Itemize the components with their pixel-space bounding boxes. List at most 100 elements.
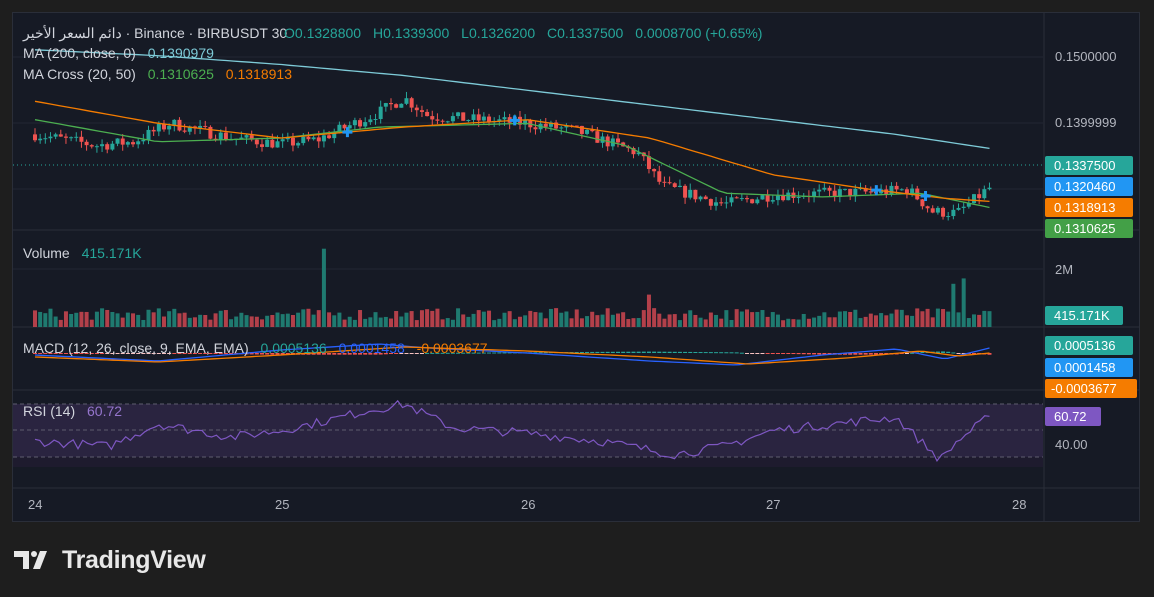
candle — [125, 142, 130, 145]
volume-bar — [837, 311, 842, 327]
macd-histogram-bar — [698, 352, 703, 354]
macd-signal-badge[interactable]: -0.0003677 — [1045, 379, 1137, 398]
last-price-badge[interactable]: 0.1337500 — [1045, 156, 1133, 175]
candle — [358, 120, 363, 127]
macd-hist-badge[interactable]: 0.0005136 — [1045, 336, 1133, 355]
ma200-badge[interactable]: 0.1320460 — [1045, 177, 1133, 196]
macd-histogram-bar — [822, 353, 827, 355]
candle — [440, 120, 445, 122]
macd-histogram-bar — [337, 353, 342, 355]
volume-legend[interactable]: Volume 415.171K — [23, 245, 142, 261]
volume-bar — [187, 317, 192, 327]
change-value: 0.0008700 (+0.65%) — [635, 25, 762, 41]
slow-ma-badge[interactable]: 0.1318913 — [1045, 198, 1133, 217]
volume-bar — [610, 314, 615, 327]
fast-ma-badge[interactable]: 0.1310625 — [1045, 219, 1133, 238]
volume-bar — [801, 313, 806, 327]
volume-bar — [574, 309, 579, 327]
volume-bar — [719, 318, 724, 327]
candle — [755, 199, 760, 204]
macd-histogram-bar — [213, 353, 218, 355]
candle — [657, 171, 662, 182]
volume-bar — [53, 316, 58, 327]
macd-histogram-bar — [755, 353, 760, 354]
volume-bar — [425, 309, 430, 327]
macd-histogram-bar — [853, 353, 858, 355]
volume-bar — [879, 313, 884, 327]
volume-bar — [316, 310, 321, 327]
chart-frame[interactable]: دائم السعر الأخير · Binance · BIRBUSDT 3… — [12, 12, 1140, 522]
macd-histogram-bar — [961, 353, 966, 354]
macd-histogram-bar — [316, 353, 321, 355]
macd-histogram-bar — [590, 351, 595, 353]
volume-bar — [528, 310, 533, 327]
macd-histogram-bar — [198, 353, 203, 354]
macd-histogram-bar — [388, 353, 393, 355]
volume-bar — [342, 319, 347, 327]
candle — [301, 136, 306, 144]
volume-bar — [167, 311, 172, 327]
volume-bar — [822, 312, 827, 327]
candle — [951, 209, 956, 217]
macd-histogram-bar — [910, 352, 915, 354]
candle — [899, 189, 904, 191]
candle — [982, 189, 987, 199]
volume-bar — [280, 314, 285, 327]
macd-histogram-bar — [683, 351, 688, 353]
candle — [920, 199, 925, 207]
candle — [729, 197, 734, 203]
svg-text:60.72: 60.72 — [1054, 409, 1087, 424]
macd-histogram-bar — [574, 352, 579, 354]
candle — [559, 127, 564, 129]
volume-bar — [595, 315, 600, 327]
volume-bar — [487, 310, 492, 327]
candle — [688, 189, 693, 198]
candle — [698, 196, 703, 200]
volume-bar — [244, 315, 249, 327]
macd-histogram-bar — [136, 353, 141, 354]
macd-histogram-bar — [858, 353, 863, 355]
volume-bar — [708, 312, 713, 327]
candle — [94, 146, 99, 148]
candle — [497, 119, 502, 121]
candle — [167, 125, 172, 130]
macd-histogram-bar — [677, 351, 682, 353]
macd-histogram-bar — [703, 352, 708, 354]
volume-bar — [688, 310, 693, 327]
volume-bar — [946, 311, 951, 327]
macd-histogram-bar — [445, 352, 450, 354]
candle — [203, 125, 208, 127]
macd-histogram-bar — [610, 351, 615, 353]
candle — [662, 181, 667, 183]
volume-badge[interactable]: 415.171K — [1045, 306, 1123, 325]
rsi-legend[interactable]: RSI (14) 60.72 — [23, 403, 122, 419]
volume-bar — [33, 310, 37, 327]
ma200-legend[interactable]: MA (200, close, 0) 0.1390979 — [23, 45, 214, 61]
rsi-badge[interactable]: 60.72 — [1045, 407, 1101, 426]
candle — [419, 110, 424, 112]
volume-bar — [409, 311, 414, 327]
volume-bar — [229, 319, 234, 327]
tradingview-logo[interactable]: TradingView — [14, 543, 206, 577]
symbol-title[interactable]: دائم السعر الأخير · Binance · BIRBUSDT 3… — [22, 24, 287, 42]
macd-histogram-bar — [156, 353, 161, 354]
macd-histogram-bar — [775, 353, 780, 354]
volume-bar — [234, 316, 239, 327]
candle — [321, 135, 326, 142]
ma-cross-legend[interactable]: MA Cross (20, 50) 0.1310625 0.1318913 — [23, 66, 292, 82]
candle — [373, 119, 378, 121]
volume-bar — [677, 320, 682, 327]
macd-histogram-bar — [223, 353, 228, 355]
macd-legend[interactable]: MACD (12, 26, close, 9, EMA, EMA) 0.0005… — [23, 340, 488, 356]
candle — [812, 191, 817, 197]
high-value: H0.1339300 — [373, 25, 450, 41]
candle — [270, 139, 275, 148]
volume-bar — [136, 314, 141, 327]
volume-bar — [89, 319, 94, 327]
candle — [218, 132, 223, 141]
volume-bar — [786, 318, 791, 327]
chart-svg[interactable]: دائم السعر الأخير · Binance · BIRBUSDT 3… — [13, 13, 1139, 521]
macd-line-badge[interactable]: 0.0001458 — [1045, 358, 1133, 377]
macd-histogram-bar — [378, 353, 383, 355]
macd-histogram-bar — [935, 351, 940, 353]
